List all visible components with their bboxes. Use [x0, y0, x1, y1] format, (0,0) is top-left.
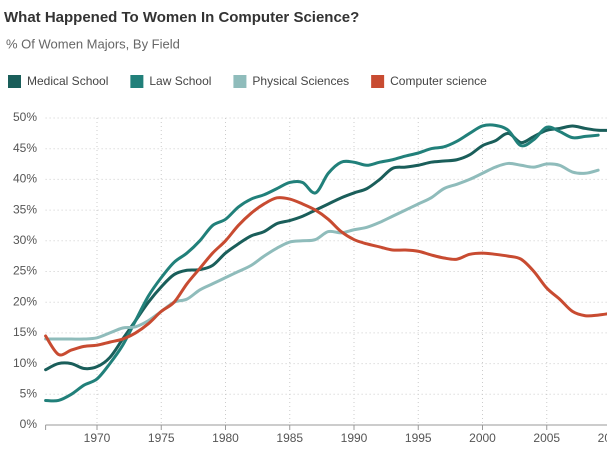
x-tick-label: 1970	[84, 431, 111, 445]
series-line	[44, 196, 607, 357]
y-tick-label: 5%	[20, 386, 38, 400]
y-tick-label: 20%	[13, 294, 37, 308]
x-tick-label: 1995	[405, 431, 432, 445]
x-tick-label: 2005	[533, 431, 560, 445]
y-tick-label: 15%	[13, 325, 37, 339]
x-tick-label: 2010	[598, 431, 607, 445]
legend-swatch	[371, 75, 385, 88]
legend-label: Computer science	[390, 74, 487, 88]
x-tick-label: 1985	[276, 431, 303, 445]
y-tick-label: 10%	[13, 356, 37, 370]
legend-swatch	[130, 75, 144, 88]
y-tick-label: 45%	[13, 141, 37, 155]
x-tick-label: 1980	[212, 431, 239, 445]
series-line	[44, 123, 600, 403]
x-tick-label: 2000	[469, 431, 496, 445]
chart-title: What Happened To Women In Computer Scien…	[4, 9, 359, 26]
legend-label: Physical Sciences	[252, 74, 349, 88]
y-tick-label: 25%	[13, 264, 37, 278]
x-tick-label: 1990	[341, 431, 368, 445]
y-tick-label: 30%	[13, 233, 37, 247]
x-tick-label: 1975	[148, 431, 175, 445]
y-tick-label: 50%	[13, 110, 37, 124]
legend-label: Law School	[149, 74, 211, 88]
chart-subtitle: % Of Women Majors, By Field	[6, 36, 180, 51]
y-tick-label: 40%	[13, 172, 37, 186]
y-tick-label: 0%	[20, 417, 38, 431]
y-tick-label: 35%	[13, 202, 37, 216]
legend-label: Medical School	[27, 74, 108, 88]
legend-swatch	[233, 75, 247, 88]
legend-swatch	[8, 75, 21, 88]
series-line	[44, 161, 600, 341]
